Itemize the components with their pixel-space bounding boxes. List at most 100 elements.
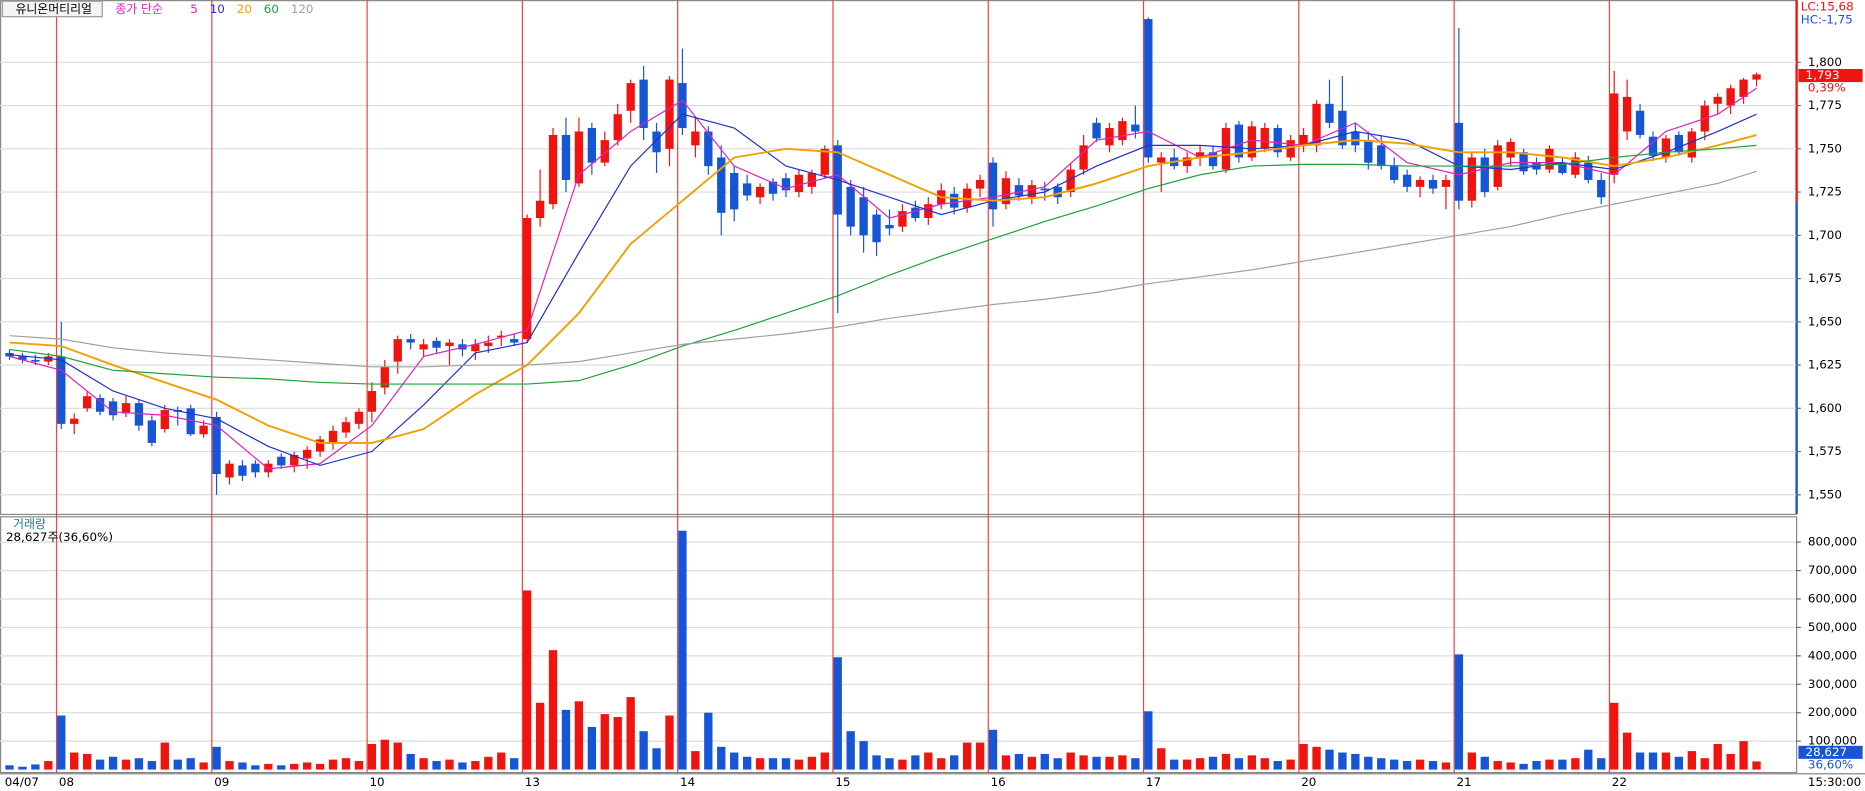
candle-body: [225, 463, 234, 478]
volume-bar: [1157, 748, 1166, 770]
volume-bar: [341, 758, 351, 770]
candle-body: [277, 456, 286, 466]
candle-body: [328, 430, 338, 443]
y-tick-label: 1,600: [1808, 401, 1842, 415]
volume-bar: [691, 751, 700, 770]
candle-body: [341, 422, 351, 433]
volume-bar: [471, 761, 480, 770]
candle-body: [1713, 96, 1722, 104]
candle-body: [18, 356, 27, 360]
candle-body: [665, 79, 674, 149]
y-tick-label: 1,675: [1808, 271, 1842, 285]
x-tick-label: 20: [1301, 775, 1316, 789]
volume-bar: [186, 758, 195, 770]
candle-body: [497, 335, 506, 338]
volume-bar: [147, 761, 157, 770]
candle-body: [1312, 103, 1321, 146]
candle-body: [1014, 185, 1024, 196]
candle-body: [742, 183, 752, 196]
volume-bar: [924, 752, 933, 770]
candle-body: [1635, 110, 1645, 135]
volume-bar: [1027, 756, 1037, 770]
candle-body: [432, 340, 441, 348]
candle-body: [704, 131, 713, 167]
volume-bar: [1415, 759, 1425, 770]
volume-bar: [1739, 741, 1748, 770]
candle-body: [1118, 121, 1127, 141]
volume-bar: [1726, 753, 1735, 770]
volume-bar: [238, 762, 247, 770]
volume-bar: [1597, 758, 1606, 770]
candle-body: [212, 416, 221, 475]
candle-body: [1325, 103, 1334, 123]
volume-bar: [1079, 755, 1088, 770]
volume-bar: [406, 753, 415, 770]
volume-bar: [70, 752, 79, 770]
candle-body: [95, 397, 105, 412]
candle-body: [1234, 124, 1244, 158]
candle-body: [290, 455, 299, 466]
volume-bar: [652, 748, 661, 770]
volume-bar: [613, 716, 622, 770]
hc-label: HC:-1,75: [1801, 13, 1853, 27]
volume-bar: [458, 762, 467, 770]
y-tick-label: 1,650: [1808, 314, 1842, 328]
candle-body: [574, 131, 584, 184]
volume-bar: [1377, 758, 1386, 770]
volume-bar: [212, 746, 221, 770]
moving-average: [9, 87, 1757, 470]
volume-bar: [1351, 753, 1360, 770]
candle-body: [1027, 185, 1037, 198]
candle-body: [186, 408, 195, 435]
volume-bar: [522, 590, 532, 770]
volume-bar: [1584, 749, 1593, 770]
volume-bar: [794, 759, 804, 770]
candle-body: [1441, 179, 1451, 187]
candle-body: [1247, 126, 1256, 158]
volume-bar: [678, 530, 687, 770]
volume-bar: [561, 709, 571, 770]
candle-body: [1648, 136, 1658, 156]
y-tick-label: 800,000: [1808, 535, 1857, 549]
volume-bar: [1234, 758, 1244, 770]
candle-body: [1079, 145, 1088, 170]
candle-body: [898, 211, 907, 227]
x-tick-label: 14: [680, 775, 695, 789]
volume-bar: [950, 755, 959, 770]
candle-body: [1208, 152, 1218, 167]
candle-body: [1092, 122, 1101, 139]
volume-bar: [1428, 761, 1438, 770]
volume-bar: [1610, 702, 1619, 770]
volume-bar: [665, 715, 674, 770]
volume-bar: [225, 761, 234, 770]
candle-body: [1299, 134, 1308, 146]
y-tick-label: 200,000: [1808, 705, 1857, 719]
stock-name-box: [1, 0, 103, 18]
volume-bar: [1713, 743, 1722, 770]
volume-bar: [1441, 762, 1451, 770]
time-label: 15:30:00: [1808, 775, 1861, 789]
volume-bar: [1752, 761, 1761, 770]
candle-body: [1428, 179, 1438, 189]
candle-body: [1273, 128, 1282, 153]
candle-body: [367, 391, 377, 412]
volume-bar: [419, 758, 428, 770]
volume-bar: [1092, 756, 1101, 770]
candle-body: [1506, 141, 1515, 158]
y-tick-label: 1,550: [1808, 487, 1842, 501]
volume-bar: [1338, 752, 1347, 770]
candle-body: [1377, 145, 1386, 167]
candle-body: [302, 449, 312, 459]
volume-bar: [1700, 758, 1709, 770]
last-price-box: [1798, 69, 1863, 83]
y-tick-label: 600,000: [1808, 591, 1857, 605]
volume-bar: [354, 761, 364, 770]
change-label: 0,39%: [1808, 81, 1846, 95]
volume-bar: [1208, 756, 1218, 770]
volume-bar: [484, 756, 493, 770]
volume-bar: [497, 752, 506, 770]
volume-bar: [1454, 654, 1464, 770]
volume-bar: [18, 766, 27, 770]
candle-body: [393, 339, 402, 362]
